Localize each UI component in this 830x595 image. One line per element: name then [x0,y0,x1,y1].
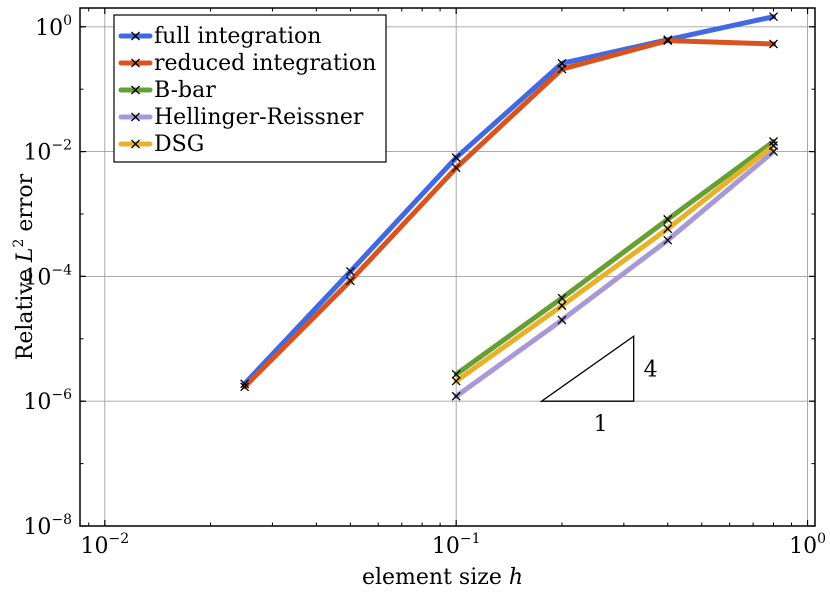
slope-rise-label: 4 [644,358,658,383]
series-line-2 [242,38,776,390]
x-tick-label: 10−2 [80,531,129,559]
legend-label: DSG [154,132,204,157]
axis-labels: element size h Relative L2 error [11,173,523,590]
y-tick-label: 10−8 [23,512,72,540]
legend-marker [131,139,140,149]
data-point-marker [769,12,778,22]
data-point-marker [451,153,461,163]
data-point-marker [451,369,461,379]
legend-label: B-bar [154,78,216,103]
y-axis-label: Relative L2 error [11,173,38,360]
y-tick-label: 100 [35,13,72,41]
data-point-marker [769,39,778,49]
series-layer [240,12,778,401]
series-line-1 [242,14,776,387]
data-point-marker [663,214,673,224]
data-point-marker [451,391,461,401]
data-point-marker [345,266,355,276]
data-point-marker [451,163,461,173]
legend-marker [131,31,140,41]
data-point-marker [240,382,250,392]
data-point-marker [557,293,567,303]
series-line-4 [453,149,776,399]
legend-box [113,14,387,163]
series-line-5 [453,143,776,384]
data-point-marker [557,301,567,311]
x-tick-label: 100 [789,531,826,559]
data-point-marker [345,276,355,286]
data-point-marker [557,315,567,325]
data-point-marker [663,235,673,245]
y-tick-label: 10−6 [23,387,72,415]
x-tick-label: 10−1 [432,531,481,559]
slope-triangle-shape [539,334,635,402]
legend-label: full integration [154,24,321,49]
legend-marker [131,85,140,95]
legend-label: Hellinger-Reissner [154,105,364,130]
data-point-marker [240,379,250,389]
data-point-marker [769,137,778,146]
y-tick-label: 10−4 [23,262,72,290]
legend-label: reduced integration [154,51,376,76]
data-point-marker [557,64,567,74]
y-tick-label: 10−2 [23,138,72,166]
x-axis-label: element size h [362,565,523,590]
data-point-marker [769,141,778,151]
legend-marker [131,58,140,68]
data-point-marker [451,376,461,386]
data-point-marker [663,224,673,234]
legend-marker [131,112,140,122]
ticks: 10−2 10−1 100 10−8 10−6 10−4 10−2 100 [23,8,826,559]
plot-frame [79,7,816,527]
series-line-3 [453,139,776,377]
data-point-marker [663,36,673,46]
slope-run-label: 1 [594,412,608,437]
slope-triangle: 14 [539,334,658,437]
